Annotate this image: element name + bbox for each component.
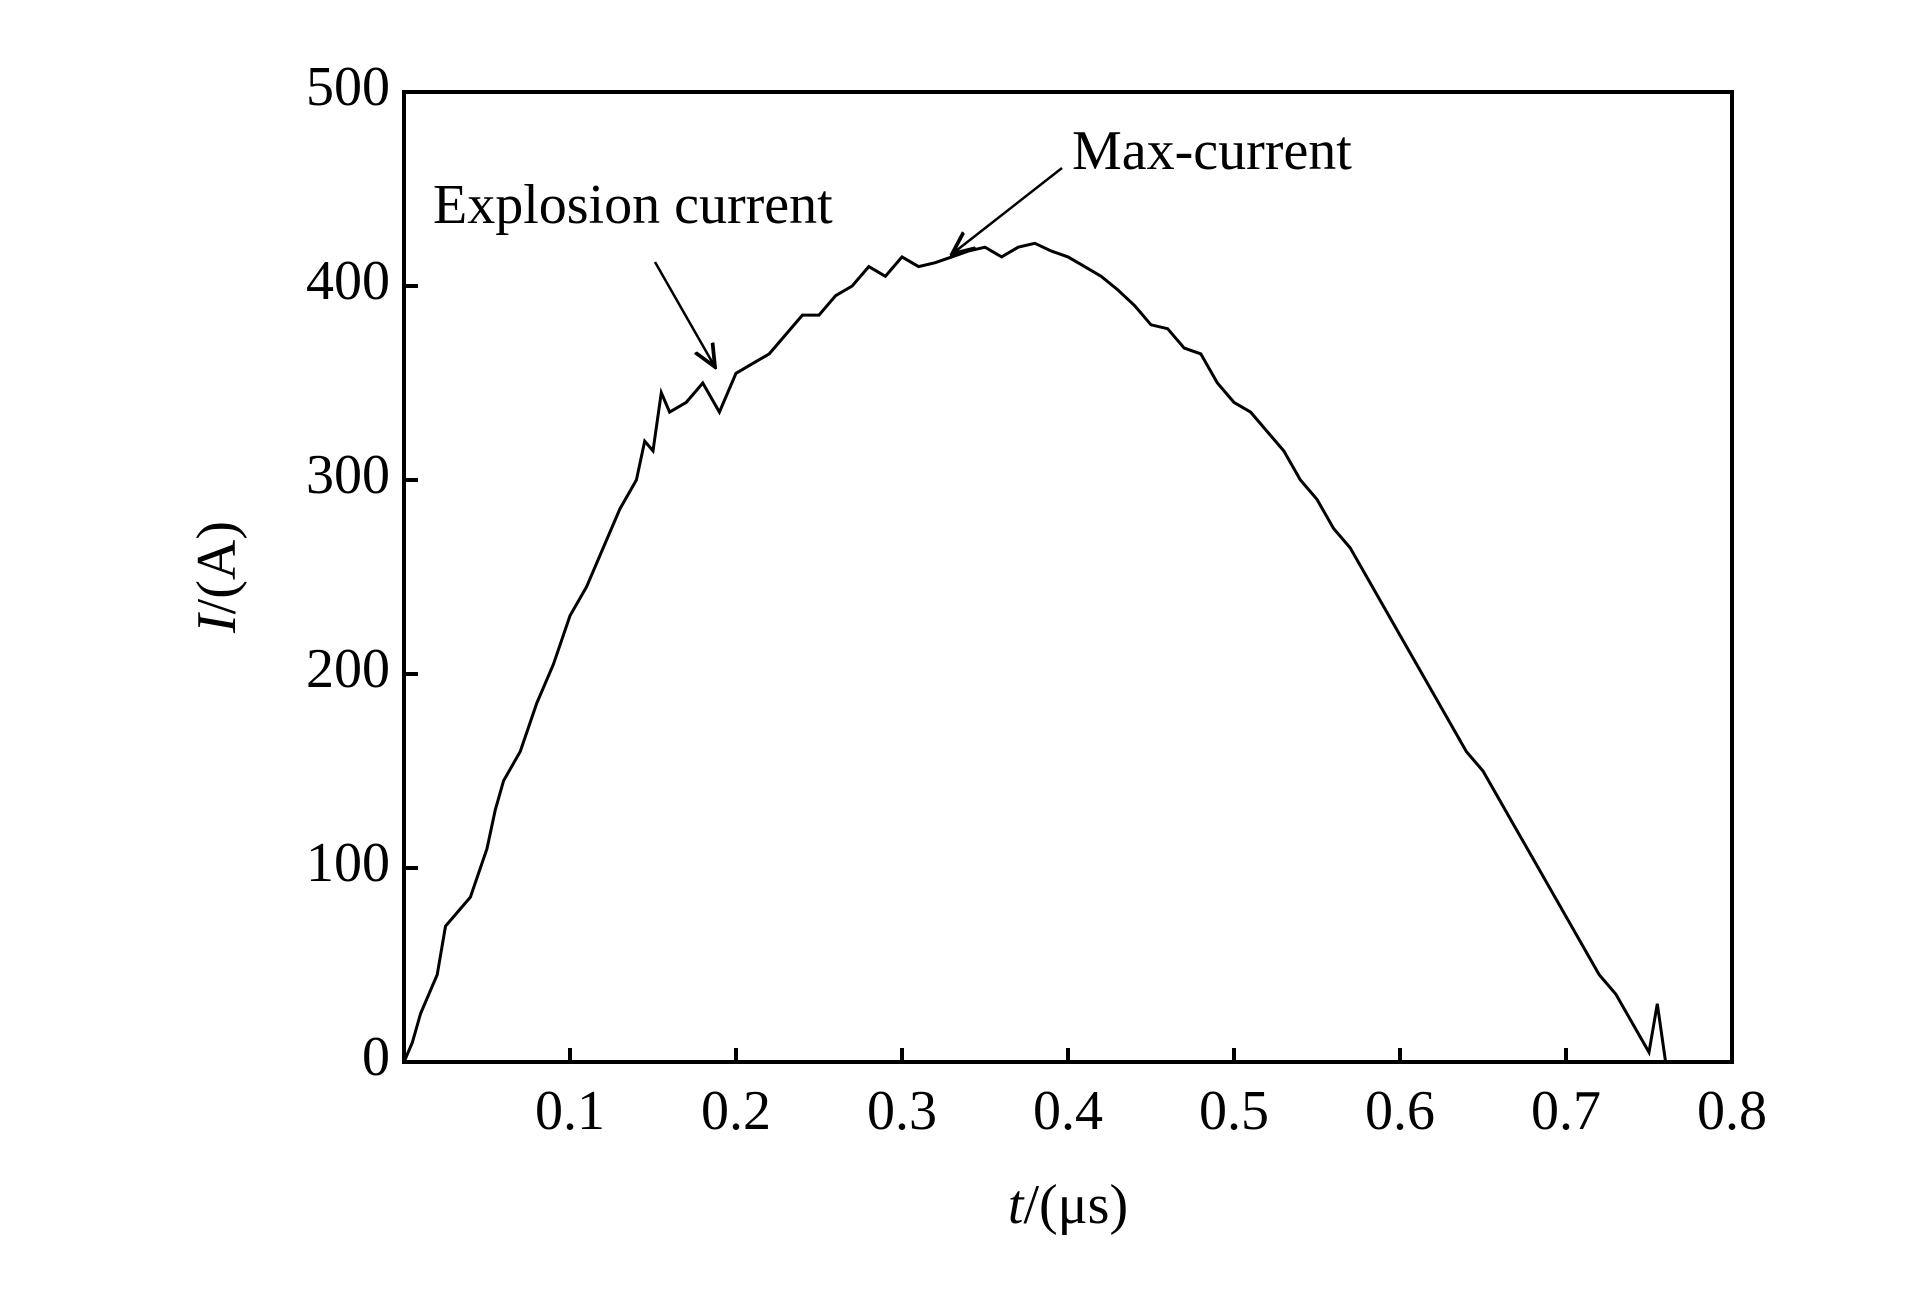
x-tick-label: 0.3 [867,1080,937,1142]
y-tick-label: 500 [306,56,390,118]
x-tick-label: 0.7 [1531,1080,1601,1142]
data-line [402,241,1668,1063]
y-axis-label: I/(A) [186,521,248,634]
x-label-symbol: t [1008,1174,1025,1236]
x-tick-label: 0.1 [535,1080,605,1142]
y-label-unit: /(A) [186,521,248,614]
x-tick-label: 0.8 [1697,1080,1767,1142]
annotation: Max-current [1072,120,1352,182]
x-label-unit: /(μs) [1023,1174,1128,1236]
arrow [653,261,715,367]
y-tick-label: 300 [306,444,390,506]
x-tick-label: 0.6 [1365,1080,1435,1142]
y-tick-label: 0 [362,1026,390,1088]
x-tick-label: 0.4 [1033,1080,1103,1142]
y-tick-label: 100 [306,832,390,894]
plot-frame [402,90,1734,1064]
x-axis-label: t/(μs) [1008,1174,1128,1236]
y-label-symbol: I [186,612,248,634]
annotation: Explosion current [433,174,833,236]
y-tick-label: 200 [306,638,390,700]
y-tick-label: 400 [306,250,390,312]
x-tick-label: 0.2 [701,1080,771,1142]
x-tick-label: 0.5 [1199,1080,1269,1142]
arrow [952,167,1063,254]
